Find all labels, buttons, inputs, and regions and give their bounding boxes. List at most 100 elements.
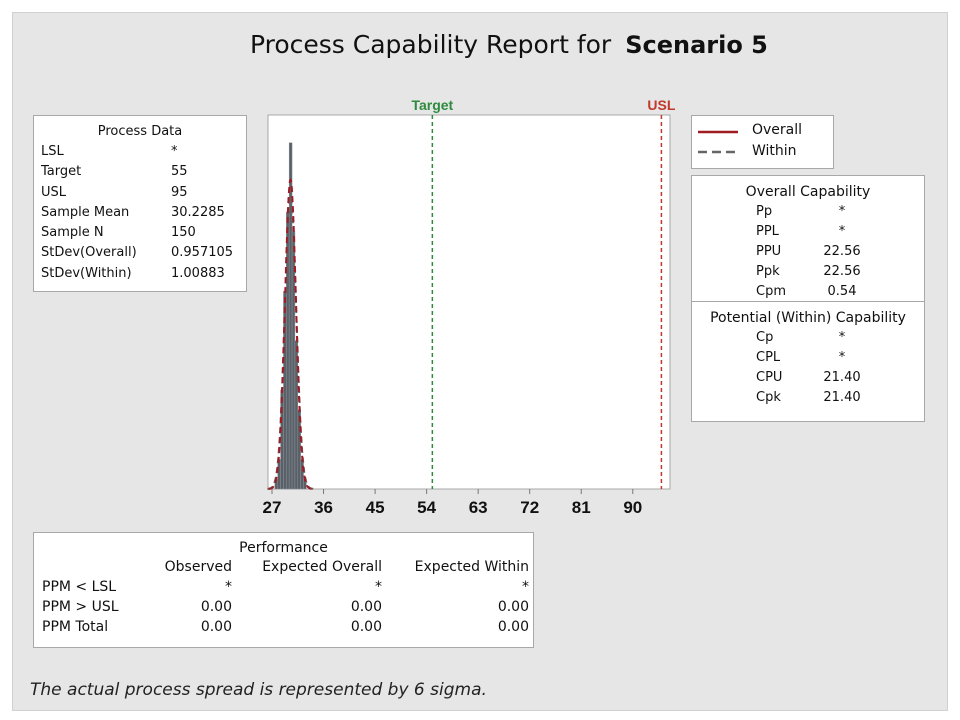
capability-value: 21.40: [823, 390, 861, 405]
legend-within: Within: [752, 143, 797, 159]
performance-value: 0.00: [497, 599, 529, 615]
performance-row: PPM < LSL * * *: [42, 577, 533, 597]
performance-column-header: Expected Within: [414, 559, 529, 575]
performance-column-header: Expected Overall: [262, 559, 382, 575]
plot-area: [267, 114, 671, 490]
process-data-value: 95: [171, 184, 188, 200]
process-data-row: StDev(Overall) 0.957105: [41, 243, 246, 263]
performance-value: 0.00: [350, 599, 382, 615]
scenario-name: Scenario 5: [625, 31, 768, 59]
legend-overall: Overall: [752, 122, 803, 138]
process-data-label: StDev(Overall): [41, 245, 137, 261]
title-text: Process Capability Report for: [250, 30, 612, 59]
capability-value: *: [838, 350, 846, 365]
report-title: Process Capability Report for Scenario 5: [250, 30, 768, 59]
performance-value: *: [225, 579, 232, 595]
x-tick-label: 27: [263, 498, 282, 517]
capability-row: Pp *: [756, 202, 924, 222]
x-tick-label: 36: [314, 498, 333, 517]
process-data-value: 55: [171, 164, 188, 180]
capability-value: *: [838, 204, 846, 219]
process-data-label: Sample N: [41, 225, 104, 241]
process-data-box: Process Data LSL * Target 55 USL 95 Sample Mea…: [33, 115, 247, 292]
process-data-label: StDev(Within): [41, 265, 132, 281]
performance-value: 0.00: [200, 619, 232, 635]
process-data-value: *: [171, 144, 178, 159]
process-data-row: Sample N 150: [41, 223, 246, 243]
capability-label: Pp: [756, 204, 773, 219]
capability-row: CPL *: [756, 348, 924, 368]
legend: Overall Within: [691, 115, 834, 169]
process-data-label: Target: [41, 164, 82, 180]
process-data-value: 30.2285: [171, 204, 225, 220]
process-data-row: StDev(Within) 1.00883: [41, 264, 246, 284]
process-data-heading: Process Data: [97, 124, 183, 139]
x-tick-label: 81: [572, 498, 591, 517]
capability-value: 22.56: [823, 264, 861, 279]
performance-box: Performance Observed Expected Overall Expe…: [33, 532, 534, 648]
capability-row: Ppk 22.56: [756, 262, 924, 282]
performance-column-header: Observed: [164, 559, 232, 575]
capability-row: Cp *: [756, 328, 924, 348]
capability-row: PPU 22.56: [756, 242, 924, 262]
within-capability-box: Potential (Within) Capability Cp * CPL * CPU…: [691, 301, 925, 422]
capability-label: Cpk: [756, 390, 781, 405]
overall-capability-box: Overall Capability Pp * PPL * PPU 22.56 Ppk 22.…: [691, 175, 925, 303]
x-tick-label: 63: [469, 498, 488, 517]
capability-label: PPU: [756, 244, 782, 259]
performance-value: 0.00: [350, 619, 382, 635]
capability-row: Cpk 21.40: [756, 388, 924, 408]
footer-note: The actual process spread is represented…: [30, 680, 487, 700]
performance-header-row: Observed Expected Overall Expected Within: [42, 557, 533, 577]
capability-value: 0.54: [827, 284, 857, 299]
process-data-label: LSL: [41, 144, 64, 159]
performance-value: 0.00: [497, 619, 529, 635]
performance-row: PPM > USL 0.00 0.00 0.00: [42, 597, 533, 617]
process-data-value: 1.00883: [171, 265, 225, 281]
performance-row-label: PPM < LSL: [42, 579, 117, 595]
capability-row: CPU 21.40: [756, 368, 924, 388]
target-line-label: Target: [411, 97, 453, 113]
performance-value: 0.00: [200, 599, 232, 615]
x-tick-label: 45: [366, 498, 385, 517]
legend-lines: [698, 130, 738, 154]
usl-line-label: USL: [647, 97, 675, 113]
performance-heading: Performance: [239, 540, 328, 556]
histogram-bar: [300, 459, 304, 490]
process-data-row: USL 95: [41, 183, 246, 203]
capability-value: *: [838, 330, 846, 345]
within-capability-heading: Potential (Within) Capability: [710, 310, 906, 326]
process-data-value: 150: [171, 225, 196, 241]
histogram-bar: [288, 142, 293, 490]
process-data-row: Target 55: [41, 162, 246, 182]
capability-label: Cp: [756, 330, 774, 345]
process-data-row: LSL *: [41, 142, 246, 162]
capability-value: 21.40: [823, 370, 861, 385]
capability-label: CPU: [756, 370, 783, 385]
capability-row: Cpm 0.54: [756, 282, 924, 302]
process-data-value: 0.957105: [171, 245, 234, 261]
capability-label: CPL: [756, 350, 781, 365]
process-data-label: Sample Mean: [41, 204, 130, 220]
histogram-bar: [280, 389, 284, 490]
capability-value: *: [838, 224, 846, 239]
performance-row: PPM Total 0.00 0.00 0.00: [42, 617, 533, 637]
performance-value: *: [375, 579, 382, 595]
capability-label: Ppk: [756, 264, 780, 279]
histogram-bar: [277, 459, 281, 490]
performance-row-label: PPM Total: [42, 619, 109, 635]
overall-capability-heading: Overall Capability: [745, 184, 871, 200]
x-tick-label: 90: [623, 498, 642, 517]
performance-value: *: [522, 579, 529, 595]
process-data-label: USL: [41, 184, 67, 200]
capability-row: PPL *: [756, 222, 924, 242]
process-data-row: Sample Mean 30.2285: [41, 203, 246, 223]
histogram-bar: [286, 211, 290, 490]
capability-label: PPL: [756, 224, 779, 239]
capability-value: 22.56: [823, 244, 861, 259]
overall-curve: [268, 178, 313, 490]
x-tick-label: 72: [520, 498, 539, 517]
x-tick-label: 54: [417, 498, 436, 517]
performance-row-label: PPM > USL: [42, 599, 119, 615]
